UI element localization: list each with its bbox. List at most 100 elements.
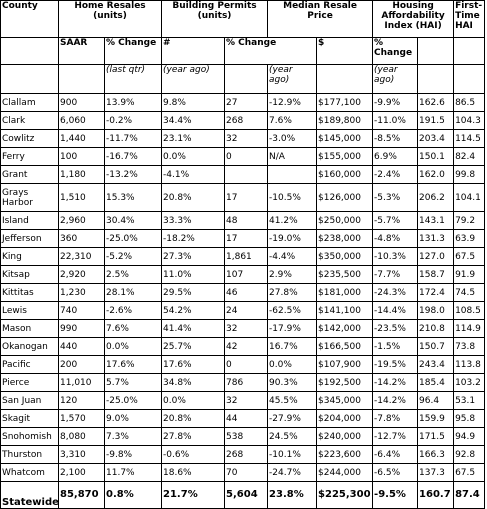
- table-row: Clallam 900 13.9% 9.8% 27 -12.9% $177,100 -9.9%…: [0, 93, 486, 112]
- resale-yr-change-cell: -0.6%: [161, 445, 226, 464]
- hai-cell: 159.9: [417, 409, 455, 428]
- total-resale-qtr-change-cell: 0.8%: [103, 481, 163, 509]
- county-cell: Grays Harbor: [0, 183, 59, 212]
- resale-qtr-change-cell: 0.0%: [103, 337, 163, 356]
- note-year-ago-price: (year ago): [372, 64, 419, 94]
- first-time-hai-cell: 108.5: [453, 301, 486, 320]
- county-cell: Snohomish: [0, 427, 59, 446]
- county-cell: Ferry: [0, 147, 59, 166]
- header-first-time-hai: First-Time HAI: [453, 0, 486, 38]
- first-time-hai-cell: 79.2: [453, 211, 486, 230]
- median-price-cell: $145,000: [316, 129, 374, 148]
- saar-cell: 1,180: [58, 165, 105, 184]
- county-cell: Pacific: [0, 355, 59, 374]
- price-change-cell: -9.9%: [372, 93, 419, 112]
- total-price-change-cell: -9.5%: [372, 481, 419, 509]
- resale-yr-change-cell: 34.4%: [161, 111, 226, 130]
- saar-cell: 100: [58, 147, 105, 166]
- saar-cell: 1,570: [58, 409, 105, 428]
- hai-cell: 185.4: [417, 373, 455, 392]
- hai-cell: 143.1: [417, 211, 455, 230]
- header-building-permits: Building Permits (units): [161, 0, 269, 38]
- saar-cell: 2,960: [58, 211, 105, 230]
- price-change-cell: -6.4%: [372, 445, 419, 464]
- price-change-cell: -14.4%: [372, 301, 419, 320]
- permits-change-cell: 16.7%: [267, 337, 318, 356]
- resale-qtr-change-cell: 9.0%: [103, 409, 163, 428]
- first-time-hai-cell: 113.8: [453, 355, 486, 374]
- note-empty-5: [417, 64, 455, 94]
- resale-qtr-change-cell: -25.0%: [103, 229, 163, 248]
- total-first-time-hai-cell: 87.4: [453, 481, 486, 509]
- permits-change-cell: -19.0%: [267, 229, 318, 248]
- saar-cell: 2,100: [58, 463, 105, 482]
- median-price-cell: $166,500: [316, 337, 374, 356]
- county-cell: Pierce: [0, 373, 59, 392]
- resale-yr-change-cell: 18.6%: [161, 463, 226, 482]
- county-cell: King: [0, 247, 59, 266]
- price-change-cell: -1.5%: [372, 337, 419, 356]
- hai-cell: 191.5: [417, 111, 455, 130]
- first-time-hai-cell: 82.4: [453, 147, 486, 166]
- permits-cell: [224, 165, 269, 184]
- saar-cell: 900: [58, 93, 105, 112]
- hai-cell: 150.7: [417, 337, 455, 356]
- price-change-cell: -14.2%: [372, 391, 419, 410]
- note-empty-3: [224, 64, 269, 94]
- subheader-empty-hai: [417, 37, 455, 65]
- first-time-hai-cell: 63.9: [453, 229, 486, 248]
- subheader-hash: #: [161, 37, 226, 65]
- permits-cell: 32: [224, 129, 269, 148]
- first-time-hai-cell: 114.9: [453, 319, 486, 338]
- resale-qtr-change-cell: 5.7%: [103, 373, 163, 392]
- resale-yr-change-cell: 20.8%: [161, 183, 226, 212]
- resale-yr-change-cell: 34.8%: [161, 373, 226, 392]
- resale-yr-change-cell: -18.2%: [161, 229, 226, 248]
- resale-qtr-change-cell: 15.3%: [103, 183, 163, 212]
- median-price-cell: $204,000: [316, 409, 374, 428]
- resale-yr-change-cell: -4.1%: [161, 165, 226, 184]
- permits-change-cell: -3.0%: [267, 129, 318, 148]
- permits-cell: 786: [224, 373, 269, 392]
- first-time-hai-cell: 104.1: [453, 183, 486, 212]
- resale-qtr-change-cell: -2.6%: [103, 301, 163, 320]
- resale-qtr-change-cell: 30.4%: [103, 211, 163, 230]
- subheader-empty: [0, 37, 59, 65]
- table-row: Grays Harbor 1,510 15.3% 20.8% 17 -10.5% $126,…: [0, 183, 486, 212]
- median-price-cell: $223,600: [316, 445, 374, 464]
- median-price-cell: $235,500: [316, 265, 374, 284]
- median-price-cell: $244,000: [316, 463, 374, 482]
- permits-cell: 1,861: [224, 247, 269, 266]
- note-empty-2: [58, 64, 105, 94]
- price-change-cell: -7.7%: [372, 265, 419, 284]
- saar-cell: 2,920: [58, 265, 105, 284]
- permits-change-cell: -17.9%: [267, 319, 318, 338]
- resale-qtr-change-cell: -16.7%: [103, 147, 163, 166]
- statewide-total-row: Statewide 85,870 0.8% 21.7% 5,604 23.8% $225,3…: [0, 481, 486, 509]
- permits-change-cell: N/A: [267, 147, 318, 166]
- resale-yr-change-cell: 11.0%: [161, 265, 226, 284]
- permits-change-cell: -27.9%: [267, 409, 318, 428]
- resale-qtr-change-cell: 2.5%: [103, 265, 163, 284]
- table-row: Pacific 200 17.6% 17.6% 0 0.0% $107,900 -19.5% 2…: [0, 355, 486, 374]
- price-change-cell: -11.0%: [372, 111, 419, 130]
- median-price-cell: $142,000: [316, 319, 374, 338]
- resale-yr-change-cell: 0.0%: [161, 147, 226, 166]
- permits-cell: 17: [224, 183, 269, 212]
- header-home-resales: Home Resales (units): [57, 0, 163, 38]
- median-price-cell: $250,000: [316, 211, 374, 230]
- county-cell: Clark: [0, 111, 59, 130]
- permits-cell: 268: [224, 445, 269, 464]
- first-time-hai-cell: 67.5: [453, 247, 486, 266]
- table-row: Ferry 100 -16.7% 0.0% 0 N/A $155,000 6.9% 150.1 8…: [0, 147, 486, 166]
- permits-change-cell: -4.4%: [267, 247, 318, 266]
- permits-cell: 70: [224, 463, 269, 482]
- permits-change-cell: 27.8%: [267, 283, 318, 302]
- resale-yr-change-cell: 25.7%: [161, 337, 226, 356]
- hai-cell: 137.3: [417, 463, 455, 482]
- note-empty-1: [0, 64, 59, 94]
- resale-yr-change-cell: 27.8%: [161, 427, 226, 446]
- permits-cell: 17: [224, 229, 269, 248]
- subheader-dollar: $: [316, 37, 374, 65]
- hai-cell: 127.0: [417, 247, 455, 266]
